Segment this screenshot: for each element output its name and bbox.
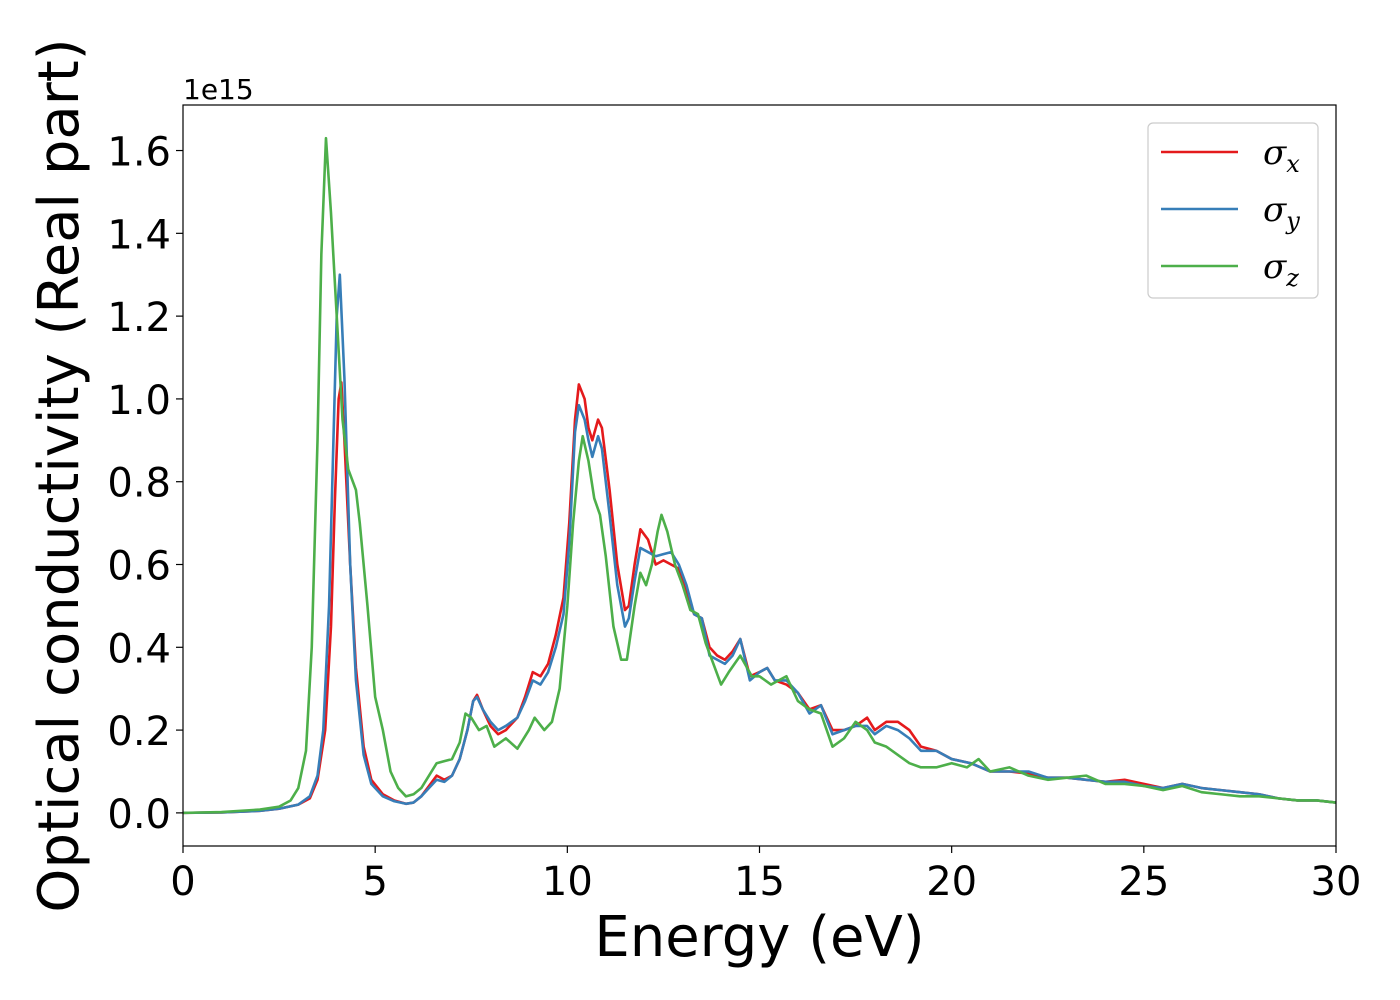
y-axis-title: Optical conductivity (Real part) [27, 38, 92, 912]
legend-box [1147, 122, 1319, 299]
legend-label-z: σz [1263, 247, 1299, 292]
legend-label-x: σx [1263, 133, 1300, 178]
x-tick-label: 25 [1118, 859, 1169, 905]
series-line-z [183, 136, 1336, 815]
y-axis-offset-label: 1e15 [183, 73, 254, 106]
x-axis: 0 5 10 15 20 25 30 [170, 846, 1361, 905]
y-tick-label: 0.4 [107, 626, 171, 672]
x-tick-label: 15 [734, 859, 785, 905]
x-axis-title: Energy (eV) [594, 905, 924, 970]
y-tick-label: 1.2 [107, 295, 171, 341]
y-tick-label: 0.2 [107, 709, 171, 755]
legend-label-y: σy [1263, 190, 1300, 235]
y-axis: 0.0 0.2 0.4 0.6 0.8 1.0 1.2 1.4 1.6 [107, 130, 183, 838]
plot-lines [183, 136, 1336, 815]
x-tick-label: 10 [542, 859, 593, 905]
y-tick-label: 0.6 [107, 544, 171, 590]
y-tick-label: 1.6 [107, 130, 171, 176]
x-tick-label: 20 [926, 859, 977, 905]
series-line-y [183, 273, 1336, 815]
y-tick-label: 0.8 [107, 461, 171, 507]
y-tick-label: 0.0 [107, 792, 171, 838]
y-tick-label: 1.4 [107, 212, 171, 258]
y-tick-label: 1.0 [107, 378, 171, 424]
legend: σx σy σz [1147, 122, 1319, 299]
x-tick-label: 30 [1311, 859, 1362, 905]
x-tick-label: 0 [170, 859, 195, 905]
x-tick-label: 5 [362, 859, 387, 905]
